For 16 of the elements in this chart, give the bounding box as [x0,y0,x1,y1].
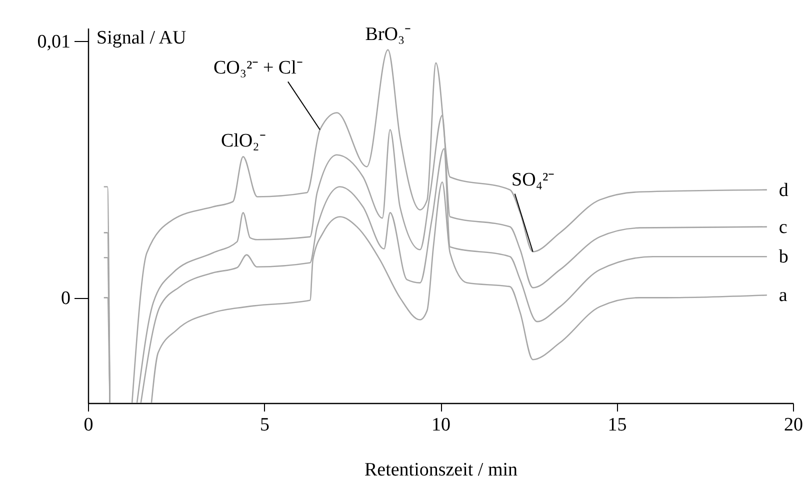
series-label: d [778,180,789,201]
series-label: a [778,285,788,306]
series-label: c [778,216,788,238]
annotation: ClO₂⁻ [220,130,266,152]
x-tick-label: 5 [260,414,270,436]
x-axis-title: Retentionszeit / min [364,460,518,480]
annotation: CO₃²⁻ + Cl⁻ [214,58,302,79]
series-label: b [778,246,788,268]
x-tick-label: 0 [84,414,94,436]
x-tick-label: 20 [784,414,803,436]
annotation: BrO₃⁻ [365,24,411,45]
y-tick-label: 0,01 [37,31,70,52]
x-tick-label: 10 [432,414,450,436]
x-tick-label: 15 [608,414,627,436]
y-axis-title: Signal / AU [96,28,187,48]
annotation: SO₄²⁻ [512,170,554,191]
